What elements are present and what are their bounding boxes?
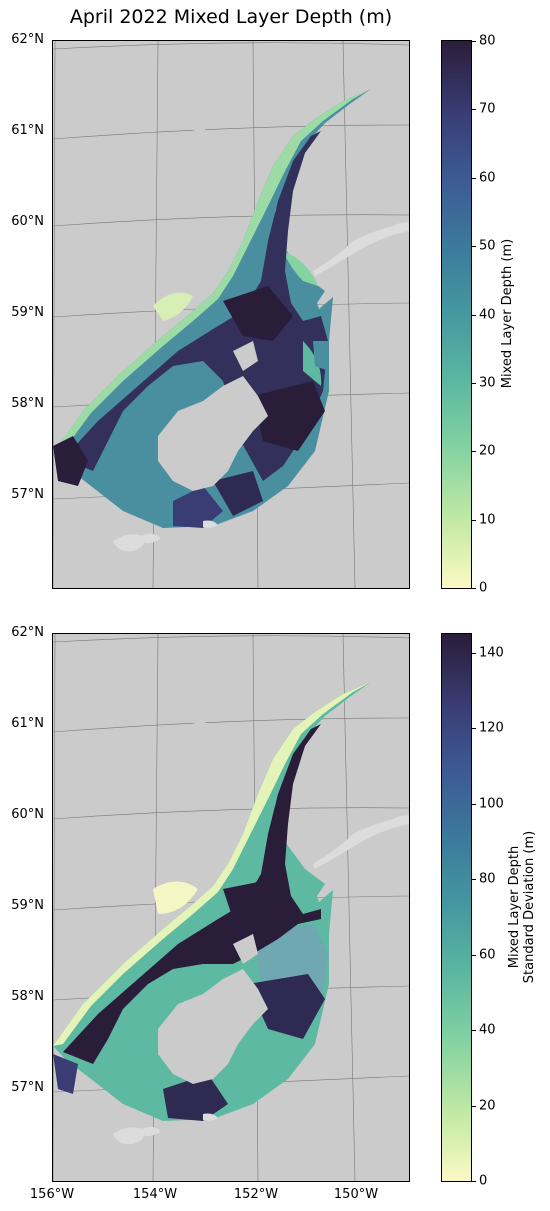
lat-label-61n: 61°N — [11, 123, 44, 138]
lat-label-61n: 61°N — [11, 716, 44, 731]
mld-std-colorbar-tick-label: 20 — [479, 1098, 496, 1114]
mld-colorbar-tick-label: 40 — [479, 307, 496, 322]
mld-std-colorbar-label-line2: Standard Deviation (m) — [522, 830, 538, 984]
mld-colorbar-tick-mark — [471, 314, 476, 316]
ocean-field — [53, 682, 371, 1121]
lat-label-57n: 57°N — [11, 1080, 44, 1095]
mld-std-colorbar-tick-mark — [471, 954, 476, 956]
lon-label-156w: 156°W — [29, 1187, 75, 1202]
land-islands — [158, 719, 268, 1084]
mld-colorbar-tick-mark — [471, 382, 476, 384]
mld-colorbar-tick-mark — [471, 246, 476, 248]
mld-std-colorbar-tick-mark — [471, 1030, 476, 1032]
mld-std-colorbar-tick-label: 140 — [479, 645, 504, 661]
mld-std-colorbar-tick-mark — [471, 728, 476, 730]
mld-std-colorbar-tick-mark — [471, 803, 476, 805]
mld-colorbar-tick-mark — [471, 177, 476, 179]
lat-label-60n: 60°N — [11, 214, 44, 229]
mld-colorbar-tick-label: 30 — [479, 375, 496, 391]
mld-std-colorbar-tick-label: 0 — [479, 1173, 488, 1189]
lon-label-154w: 154°W — [132, 1187, 178, 1202]
lat-label-62n: 62°N — [11, 625, 44, 640]
mld-colorbar-tick-label: 80 — [479, 33, 496, 49]
mld-colorbar — [441, 40, 472, 589]
mld-colorbar-tick-label: 20 — [479, 443, 496, 459]
lat-label-60n: 60°N — [11, 807, 44, 822]
mld-std-colorbar-tick-mark — [471, 1181, 476, 1182]
mld-std-colorbar-tick-label: 40 — [479, 1022, 496, 1038]
mld-std-colorbar — [441, 633, 472, 1182]
lat-label-62n: 62°N — [11, 32, 44, 47]
figure-title: April 2022 Mixed Layer Depth (m) — [69, 6, 393, 28]
mld-colorbar-tick-label: 50 — [479, 238, 496, 254]
mld-colorbar-tick-mark — [471, 588, 476, 589]
mld-std-map-panel — [52, 633, 410, 1182]
lat-label-59n: 59°N — [11, 898, 44, 913]
lat-label-58n: 58°N — [11, 396, 44, 411]
lon-label-152w: 152°W — [233, 1187, 279, 1202]
small-islands — [113, 815, 409, 1145]
land-islands — [158, 126, 329, 491]
mld-std-colorbar-tick-label: 80 — [479, 871, 496, 887]
mld-colorbar-tick-mark — [471, 451, 476, 453]
mld-map-panel — [52, 40, 410, 589]
mld-heatmap — [53, 41, 409, 588]
mld-colorbar-label-text: Mixed Layer Depth (m) — [499, 238, 515, 388]
mld-std-colorbar-label: Mixed Layer Depth Standard Deviation (m) — [507, 831, 537, 983]
lat-label-57n: 57°N — [11, 487, 44, 502]
mld-std-colorbar-tick-mark — [471, 879, 476, 881]
mld-std-colorbar-tick-mark — [471, 652, 476, 654]
mld-colorbar-tick-mark — [471, 41, 476, 42]
mld-colorbar-tick-mark — [471, 109, 476, 111]
mld-colorbar-tick-label: 0 — [479, 580, 488, 596]
mld-colorbar-tick-label: 60 — [479, 170, 496, 186]
mld-std-heatmap — [53, 634, 409, 1181]
mld-std-colorbar-tick-mark — [471, 1105, 476, 1107]
mld-std-colorbar-tick-label: 60 — [479, 947, 496, 963]
mld-std-colorbar-label-line1: Mixed Layer Depth — [507, 845, 523, 969]
lon-label-150w: 150°W — [333, 1187, 379, 1202]
mld-colorbar-tick-label: 70 — [479, 101, 496, 117]
ocean-field — [53, 89, 371, 528]
mld-colorbar-label: Mixed Layer Depth (m) — [500, 238, 515, 387]
small-islands — [113, 222, 409, 552]
mld-colorbar-tick-label: 10 — [479, 512, 496, 528]
lat-label-58n: 58°N — [11, 989, 44, 1004]
lat-label-59n: 59°N — [11, 305, 44, 320]
mld-std-colorbar-tick-label: 100 — [479, 796, 504, 812]
mld-colorbar-tick-mark — [471, 519, 476, 521]
mld-std-colorbar-tick-label: 120 — [479, 720, 504, 736]
